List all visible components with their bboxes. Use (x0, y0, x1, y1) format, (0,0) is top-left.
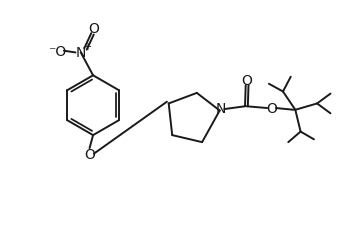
Text: O: O (88, 22, 99, 36)
Text: ⁻O: ⁻O (49, 44, 67, 58)
Text: O: O (242, 74, 253, 87)
Text: O: O (266, 102, 277, 115)
Text: N: N (76, 46, 86, 60)
Text: N: N (216, 102, 226, 116)
Text: O: O (84, 148, 95, 162)
Text: +: + (83, 42, 91, 52)
